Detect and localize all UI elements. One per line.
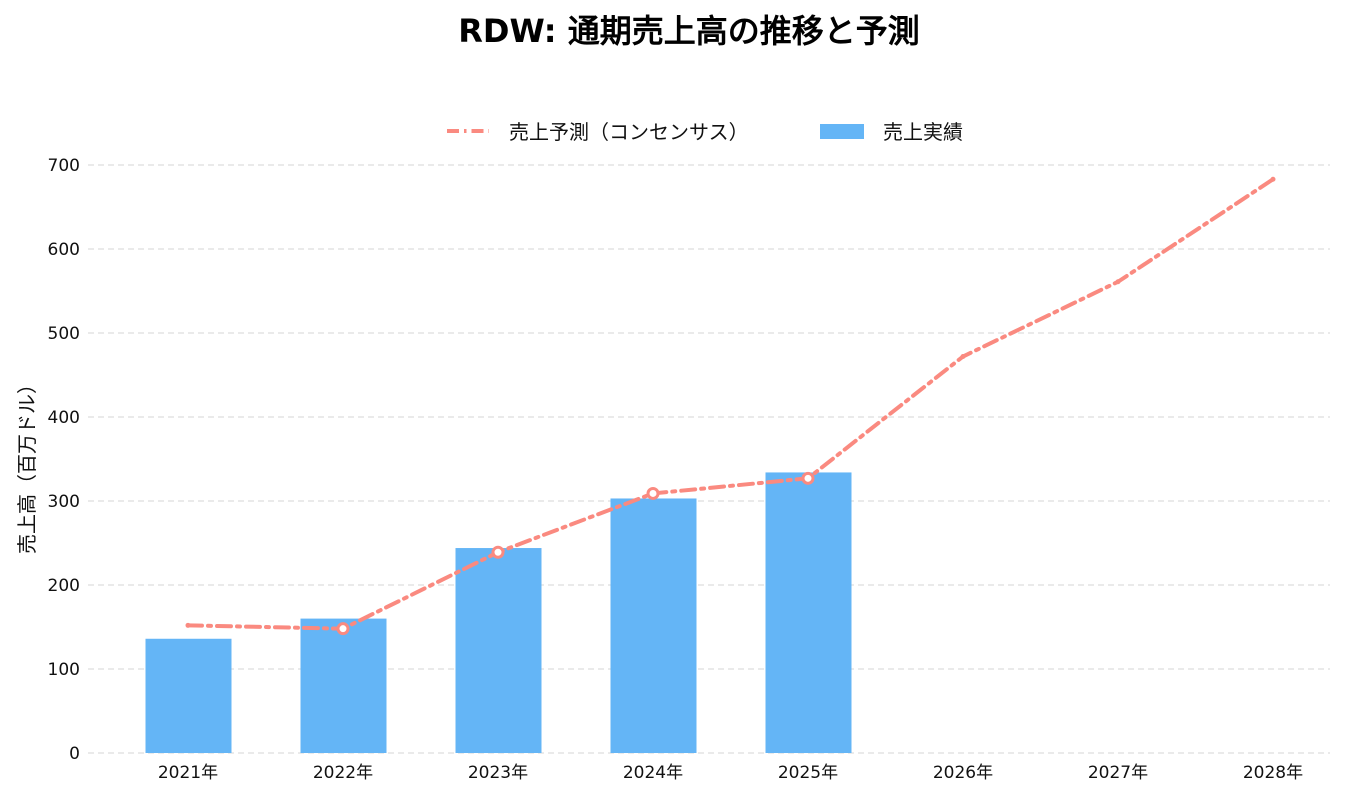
- legend-forecast-label: 売上予測（コンセンサス）: [509, 120, 749, 144]
- chart-title: RDW: 通期売上高の推移と予測: [458, 12, 919, 50]
- forecast-point: [1115, 279, 1121, 285]
- forecast-point: [646, 486, 660, 500]
- bar-actual: [300, 618, 387, 753]
- x-axis-ticks: 2021年 2022年 2023年 2024年 2025年 2026年 2027年 2028年: [158, 763, 1303, 783]
- legend-actual-label: 売上実績: [883, 120, 963, 144]
- y-tick-label: 500: [48, 324, 80, 344]
- forecast-point: [185, 622, 191, 628]
- forecast-point: [1270, 176, 1276, 182]
- y-axis-ticks: 0 100 200 300 400 500 600 700: [48, 156, 80, 764]
- y-tick-label: 600: [48, 240, 80, 260]
- x-tick-label: 2027年: [1088, 763, 1148, 783]
- y-tick-label: 700: [48, 156, 80, 176]
- legend-item-forecast: 売上予測（コンセンサス）: [447, 120, 749, 144]
- x-tick-label: 2024年: [623, 763, 683, 783]
- bar-series: [145, 472, 852, 753]
- forecast-point: [801, 471, 815, 485]
- y-tick-label: 200: [48, 576, 80, 596]
- y-tick-label: 100: [48, 660, 80, 680]
- grid: [88, 164, 1330, 754]
- line-series: [185, 176, 1276, 636]
- forecast-point: [336, 622, 350, 636]
- legend-item-actual: 売上実績: [820, 120, 963, 144]
- bar-actual: [455, 548, 542, 753]
- y-axis-label: 売上高（百万ドル）: [15, 374, 39, 554]
- forecast-line: [186, 177, 1275, 631]
- x-tick-label: 2023年: [468, 763, 528, 783]
- y-tick-label: 400: [48, 408, 80, 428]
- x-tick-label: 2022年: [313, 763, 373, 783]
- bar-actual: [610, 498, 697, 753]
- forecast-point: [491, 545, 505, 559]
- x-tick-label: 2026年: [933, 763, 993, 783]
- bar-actual: [765, 472, 852, 753]
- x-tick-label: 2021年: [158, 763, 218, 783]
- y-tick-label: 300: [48, 492, 80, 512]
- x-tick-label: 2028年: [1243, 763, 1303, 783]
- x-tick-label: 2025年: [778, 763, 838, 783]
- y-tick-label: 0: [69, 744, 80, 764]
- legend: 売上予測（コンセンサス） 売上実績: [447, 120, 963, 144]
- forecast-point: [960, 354, 966, 360]
- bar-actual: [145, 638, 232, 753]
- legend-actual-swatch: [820, 124, 864, 139]
